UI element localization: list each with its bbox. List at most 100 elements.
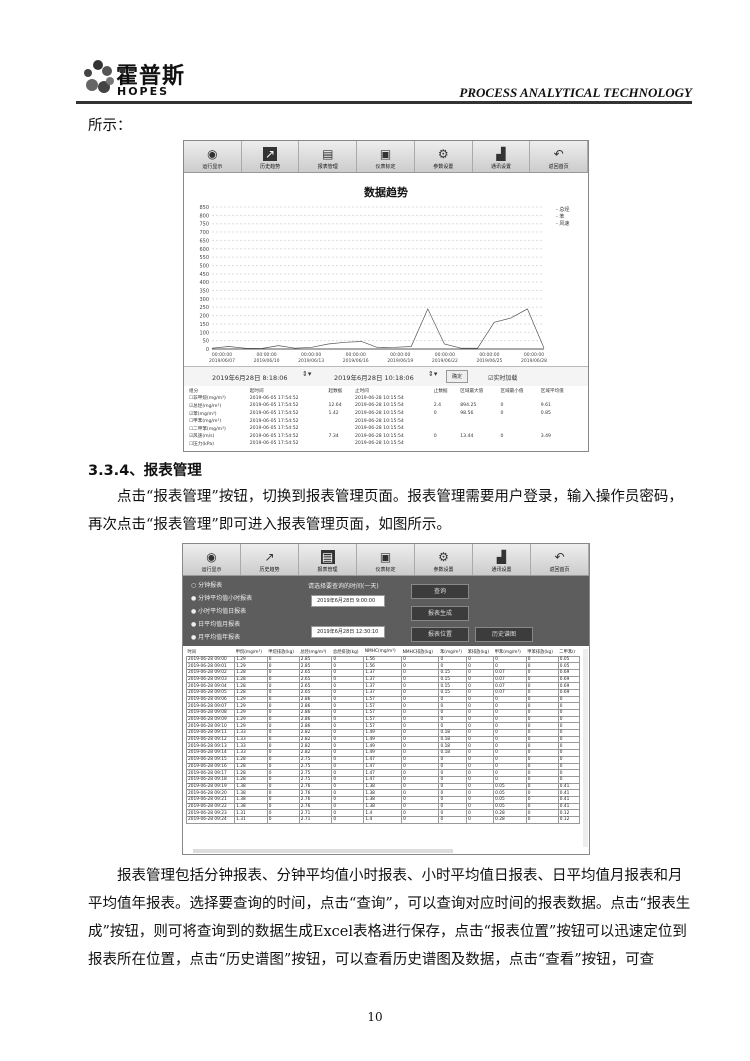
toolbar-button-4[interactable]: ⚙ 参数设置 — [415, 544, 473, 575]
report-type-radio[interactable]: ● 月平均值年报表 — [191, 634, 241, 641]
x-tick-time: 00:00:00 — [346, 352, 366, 358]
table-cell: 0 — [525, 702, 559, 710]
table-cell: 2019-06-28 10:15:54 — [353, 410, 432, 418]
table-cell: 0 — [266, 755, 300, 764]
toolbar-button-1[interactable]: ↗ 历史趋势 — [241, 141, 300, 172]
toolbar-button-2[interactable]: ▤ 报表管理 — [299, 544, 357, 575]
table-cell: 0 — [525, 655, 559, 664]
table-cell: 0 — [466, 735, 495, 744]
table-cell: 0 — [525, 709, 559, 717]
table-cell: 2019-06-28 09:16 — [186, 762, 236, 771]
toolbar-button-label: 仪表标定 — [375, 164, 396, 170]
x-tick-date: 2019/06/16 — [343, 358, 369, 364]
report-type-radio[interactable]: ○ 分钟报表 — [191, 582, 223, 589]
table-cell: 1.49 — [363, 749, 403, 757]
component-checkbox[interactable]: ☑ — [189, 434, 194, 440]
report-end-time[interactable]: 2019年6月28日 12:30:10 — [311, 626, 385, 638]
cell-text: 2019-06-05 17:54:52 — [249, 395, 299, 401]
component-checkbox[interactable]: ☐ — [189, 419, 194, 425]
table-cell: 0.41 — [557, 789, 580, 797]
toolbar-button-1[interactable]: ↗ 历史趋势 — [241, 544, 299, 575]
table-cell: 0.69 — [557, 688, 580, 697]
confirm-button[interactable]: 确定 — [446, 370, 469, 383]
table-cell: 2019-06-28 10:15:54 — [353, 440, 432, 448]
table-cell: 2019-06-28 10:15:54 — [353, 425, 432, 433]
table-cell: 1.49 — [363, 742, 403, 751]
start-time-picker[interactable]: 2019年6月28日 8:18:06 — [212, 374, 288, 382]
table-cell: 0 — [266, 775, 300, 784]
table-row: 2019-06-28 09:23 1.31 0 2.71 0 1.4 0 0 0 0.28 0 0.1… — [186, 809, 580, 817]
table-cell: 0 — [401, 662, 440, 670]
component-checkbox[interactable]: ☐ — [189, 426, 194, 432]
report-screenshot: ◉ 运行显示 ↗ 历史趋势 ▤ 报表管理 ▣ 仪表标定 ⚙ 参数设置 ▟ 通讯设置 ↶ 返回首页 ○ 分钟… — [182, 543, 590, 855]
table-cell: 0.41 — [557, 802, 580, 811]
report-type-radio[interactable]: ● 分钟平均值小时报表 — [191, 595, 253, 602]
component-checkbox[interactable]: ☐ — [189, 441, 194, 447]
toolbar-button-0[interactable]: ◉ 运行显示 — [183, 544, 241, 575]
table-cell: 0 — [331, 675, 365, 684]
toolbar-button-4[interactable]: ⚙ 参数设置 — [414, 141, 473, 172]
table-row: 2019-06-28 09:01 1.29 0 2.85 0 1.56 0 0 0 0 0 0.05 — [186, 662, 580, 670]
x-tick-date: 2019/06/22 — [432, 358, 458, 364]
cell-text: 0.85 — [540, 411, 551, 417]
start-time-spinner[interactable]: ⇕▾ — [302, 370, 312, 378]
x-tick-time: 00:00:00 — [256, 352, 276, 358]
component-checkbox[interactable]: ☑ — [189, 403, 194, 409]
table-cell: 0 — [266, 816, 300, 824]
report-start-time[interactable]: 2019年6月28日 9:00:00 — [311, 595, 385, 607]
realtime-load-checkbox[interactable]: ☑实时加载 — [488, 375, 518, 382]
report-type-radio[interactable]: ● 小时平均值日报表 — [191, 608, 247, 615]
table-cell: 0 — [401, 688, 440, 697]
table-row: 2019-06-28 09:10 1.29 0 2.86 0 1.57 0 0 0 0 0 0 — [186, 722, 580, 731]
end-time-spinner[interactable]: ⇕▾ — [428, 370, 438, 378]
toolbar-button-6[interactable]: ↶ 返回首页 — [531, 544, 589, 575]
cell-text: 7.34 — [328, 433, 339, 439]
report-location-button[interactable]: 报表位置 — [411, 627, 469, 642]
toolbar-button-3[interactable]: ▣ 仪表标定 — [357, 544, 415, 575]
end-time-picker[interactable]: 2019年6月28日 10:18:06 — [334, 374, 414, 382]
table-cell: 0 — [466, 729, 495, 737]
toolbar-button-0[interactable]: ◉ 运行显示 — [184, 141, 242, 172]
table-cell: 0 — [266, 722, 300, 731]
column-header: 甲烷排放(kg) — [268, 649, 294, 655]
table-cell: 0 — [466, 769, 495, 777]
back-arrow-icon: ↶ — [554, 550, 565, 564]
toolbar-button-5[interactable]: ▟ 通讯设置 — [472, 141, 531, 172]
toolbar-button-6[interactable]: ↶ 返回首页 — [530, 141, 588, 172]
table-cell: 0 — [498, 410, 538, 418]
table-row: 2019-06-28 09:09 1.29 0 2.86 0 1.57 0 0 0 0 0 0 — [186, 715, 580, 724]
table-cell: 0 — [266, 769, 300, 777]
query-button[interactable]: 查询 — [411, 584, 469, 599]
table-cell: 0 — [401, 735, 440, 744]
toolbar-button-5[interactable]: ▟ 通讯设置 — [473, 544, 531, 575]
generate-report-button[interactable]: 报表生成 — [411, 606, 469, 621]
table-cell: 0 — [401, 755, 440, 764]
toolbar-button-label: 报表管理 — [317, 567, 338, 573]
component-checkbox[interactable]: ☑ — [189, 411, 194, 417]
report-type-radio[interactable]: ● 日平均值月报表 — [191, 621, 241, 628]
trend-icon: ↗ — [264, 550, 275, 564]
table-cell: ☐甲苯(mg/m³) — [187, 417, 248, 425]
toolbar-button-2[interactable]: ▤ 报表管理 — [299, 141, 358, 172]
table-cell: 0 — [557, 775, 580, 784]
history-spectrum-button[interactable]: 历史谱图 — [475, 627, 533, 642]
y-tick-label: 700 — [199, 230, 209, 236]
table-cell: 0 — [493, 722, 527, 731]
component-checkbox[interactable]: ☐ — [189, 396, 194, 402]
cell-text: 2019-06-28 10:15:54 — [355, 426, 404, 432]
horizontal-scrollbar[interactable] — [193, 849, 453, 853]
legend-entry: - 总烃 — [556, 206, 569, 213]
table-cell: 0 — [466, 749, 495, 757]
table-row: 2019-06-28 09:02 1.28 0 2.65 0 1.37 0 0.15 0 0.07… — [186, 668, 580, 677]
table-cell: 0 — [525, 729, 559, 737]
table-cell: 0 — [266, 802, 300, 811]
cell-text: 2019-06-05 17:54:52 — [249, 418, 299, 424]
table-cell: 0.69 — [557, 682, 580, 690]
x-tick-date: 2019/06/25 — [476, 358, 502, 364]
table-cell: 0 — [401, 749, 440, 757]
table-cell — [458, 440, 498, 448]
vertical-scrollbar[interactable] — [583, 649, 588, 847]
table-cell: 0 — [525, 715, 559, 724]
table-cell: 0 — [525, 795, 559, 804]
toolbar-button-3[interactable]: ▣ 仪表标定 — [357, 141, 415, 172]
